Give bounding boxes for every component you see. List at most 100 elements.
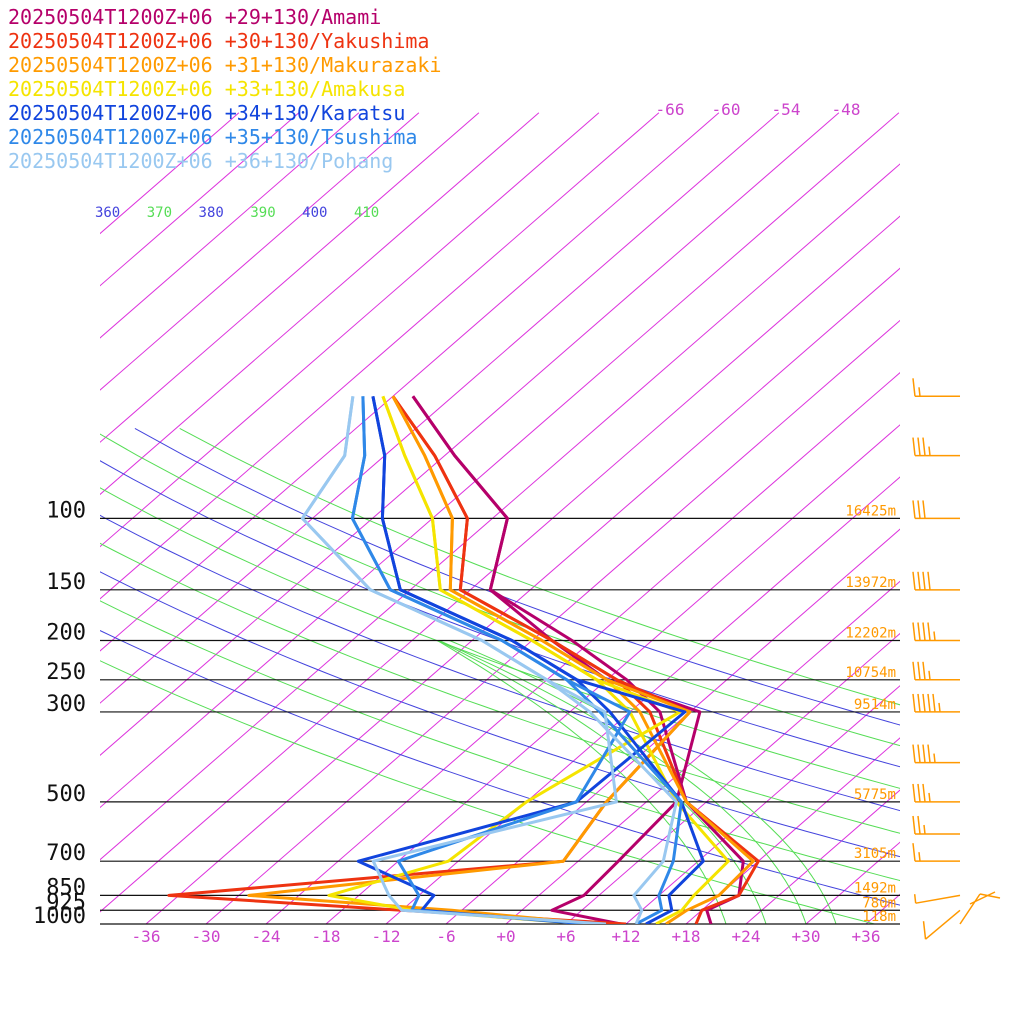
wind-barb [912,783,960,803]
wind-barb-flag [917,571,921,590]
legend-entry: 20250504T1200Z+06 +33+130/Amakusa [8,77,405,101]
x-tick-label: -24 [252,927,281,946]
wind-barb [912,622,960,642]
wind-barb-flag [922,661,926,680]
wind-barb-flag [917,500,921,519]
height-label: 9514m [854,697,896,713]
theta-label-380: 380 [199,205,224,221]
wind-barb [912,843,960,862]
pressure-label-300: 300 [46,692,86,717]
x-tick-label: -6 [436,927,455,946]
isotherm-line [100,112,540,496]
x-tick-label: +0 [496,927,515,946]
isotherm-line [100,112,480,443]
theta-label-400: 400 [302,205,327,221]
isotherm-line [565,632,900,924]
wind-barb-flag [912,744,916,763]
wind-barb-flag [932,693,936,713]
theta-label-370: 370 [147,205,172,221]
wind-barb-flag [922,437,926,456]
sounding-profiles [167,395,760,924]
dry-adiabat-370 [100,487,900,789]
pressure-label-100: 100 [46,498,86,523]
wind-barb-half-flag [933,631,936,641]
wind-barb [959,891,1001,925]
wind-barb [912,693,960,713]
pressure-label-850: 850 [46,875,86,900]
height-label: 118m [862,909,896,925]
wind-barb-half-flag [928,446,931,456]
x-tick-label: -18 [312,927,341,946]
wind-barb [912,744,960,764]
isotherm-line [986,113,1024,924]
dry-adiabat-400 [134,427,900,726]
wind-barb-staff [959,891,1001,925]
wind-barb-half-flag [933,753,936,763]
pressure-label-150: 150 [46,570,86,595]
legend-entry: 20250504T1200Z+06 +35+130/Tsushima [8,125,417,149]
upper-temp-label: -48 [832,100,861,119]
wind-barb-flag [927,693,931,713]
series-5-dewpoint-line [356,396,687,924]
wind-barb-flag [922,500,926,519]
series-7-dewpoint-line [300,396,618,924]
moist-adiabat-line [437,640,767,924]
series-3-dewpoint-line [247,395,692,924]
legend-entry: 20250504T1200Z+06 +30+130/Yakushima [8,29,429,53]
height-label: 5775m [854,787,896,803]
wind-barb [912,661,960,681]
legend-entry: 20250504T1200Z+06 +34+130/Karatsu [8,101,405,125]
height-label: 16425m [845,503,896,519]
theta-label-390: 390 [250,205,275,221]
pressure-label-200: 200 [46,620,86,645]
wind-barb-flag [912,661,916,680]
upper-temp-label: -54 [772,100,801,119]
isobar-lines [100,517,900,925]
wind-barb [912,815,960,835]
pressure-label-1000: 1000 [33,904,86,929]
height-label: 3105m [854,846,896,862]
wind-barb [912,500,960,520]
x-tick-label: +36 [852,927,881,946]
isotherm-line [100,112,420,391]
wind-barb-flag [927,622,931,641]
upper-temp-label: -66 [656,100,685,119]
pressure-label-700: 700 [46,841,86,866]
legend-entry: 20250504T1200Z+06 +36+130/Pohang [8,149,393,173]
wind-barb-flag [917,661,921,680]
wind-barb-flag [927,571,931,590]
dry-adiabat-360 [100,514,900,812]
theta-label-360: 360 [95,205,120,221]
wind-barb-half-flag [928,792,931,802]
moist-adiabat-line [449,640,837,924]
height-label: 1492m [854,880,896,896]
wind-barb-flag [922,622,926,641]
x-tick-label: -30 [192,927,221,946]
x-tick-label: -36 [132,927,161,946]
upper-temp-label: -60 [712,100,741,119]
isotherm-line [100,112,360,339]
wind-barb-flag [912,843,916,862]
dry-adiabat-330 [100,600,900,882]
wind-barb-flag [912,437,916,456]
height-label: 12202m [845,625,896,641]
x-tick-label: +18 [672,927,701,946]
wind-barb-half-flag [938,702,941,713]
wind-barb-staff [925,909,961,940]
wind-barb [912,437,960,457]
wind-barb-flag [912,693,916,713]
pressure-label-925: 925 [46,890,86,915]
wind-barb-half-flag [928,670,931,680]
wind-barb-half-flag [923,824,926,835]
isotherm-line [445,528,900,924]
height-label: 780m [862,895,896,911]
x-tick-label: -12 [372,927,401,946]
wind-barb-flag [922,744,926,763]
x-tick-label: +30 [792,927,821,946]
wind-barb [913,894,961,904]
wind-barb-half-flag [918,387,921,397]
background-grid [100,112,1024,924]
pressure-label-250: 250 [46,660,86,685]
wind-barb-flag [917,783,921,802]
